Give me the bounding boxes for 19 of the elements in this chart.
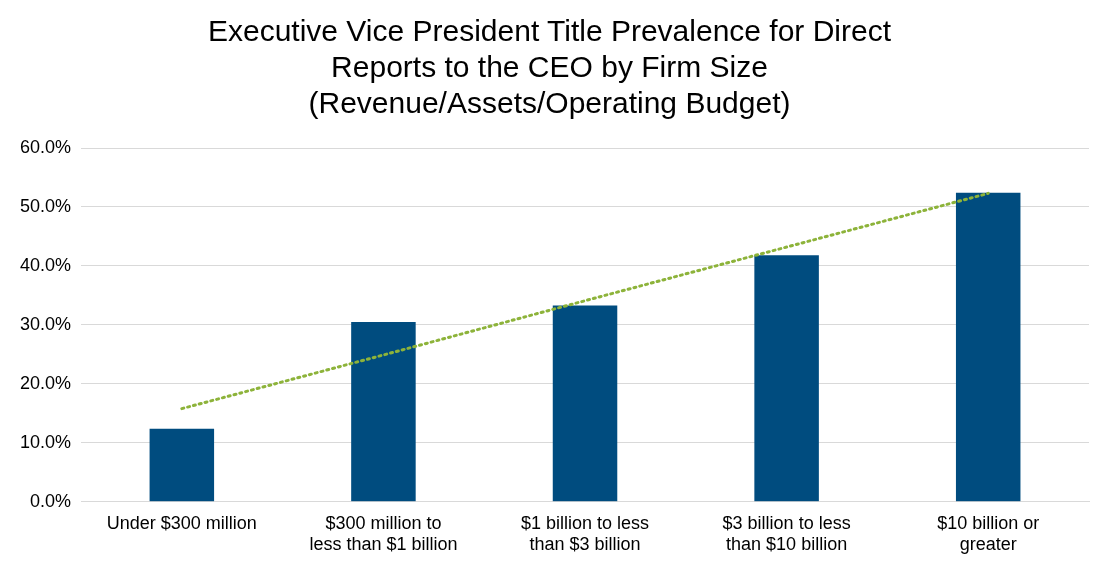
y-tick-label: 0.0% bbox=[30, 490, 72, 511]
y-tick-label: 40.0% bbox=[19, 254, 72, 275]
y-tick-label: 10.0% bbox=[19, 431, 72, 452]
line-series bbox=[180, 191, 990, 411]
y-tick-label: 60.0% bbox=[19, 136, 72, 157]
y-tick-label: 50.0% bbox=[19, 195, 72, 216]
bar bbox=[351, 321, 416, 502]
y-tick-label: 20.0% bbox=[19, 372, 72, 393]
bar bbox=[955, 192, 1021, 502]
x-tick-label: $1 billion to less than $3 billion bbox=[520, 512, 650, 555]
x-tick-label: Under $300 million bbox=[106, 512, 257, 533]
chart-title: Executive Vice President Title Prevalence for Direct Reports to the CEO by Firm Size (Revenue/Assets/Operating Budget) bbox=[207, 14, 892, 120]
y-tick-label: 30.0% bbox=[19, 313, 72, 334]
x-tick-label: $10 billion or greater bbox=[937, 512, 1040, 555]
x-tick-label: $300 million to less than $1 billion bbox=[309, 512, 458, 555]
bar bbox=[754, 255, 819, 502]
x-tick-label: $3 billion to less than $10 billion bbox=[722, 512, 851, 555]
bar bbox=[552, 305, 618, 502]
bar bbox=[149, 428, 215, 502]
